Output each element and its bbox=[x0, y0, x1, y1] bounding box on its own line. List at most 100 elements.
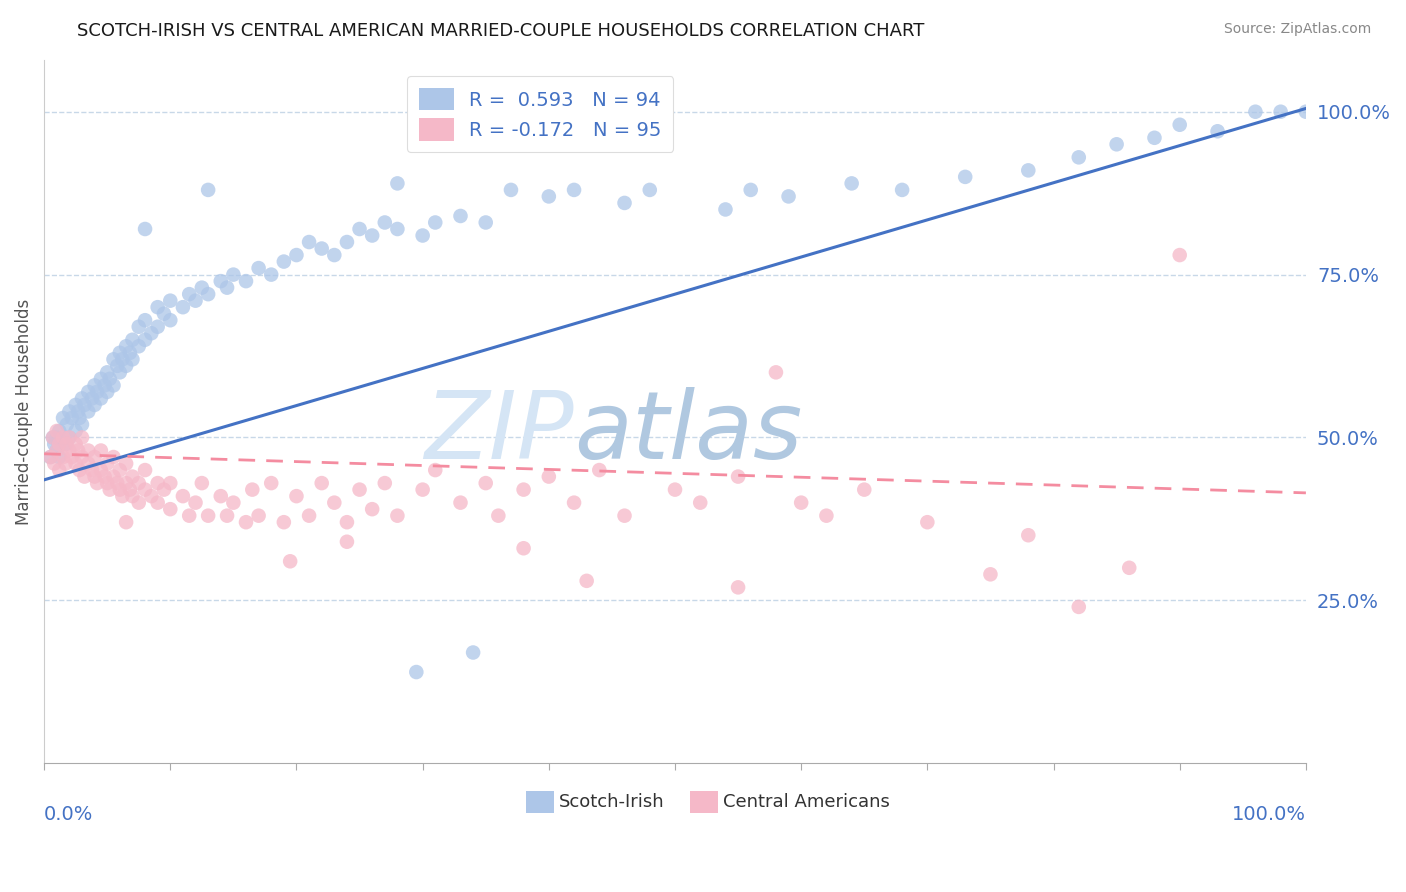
Point bbox=[638, 183, 661, 197]
Point bbox=[285, 489, 308, 503]
Point bbox=[105, 359, 128, 373]
Point bbox=[86, 384, 108, 399]
Point bbox=[486, 508, 509, 523]
Point bbox=[336, 515, 359, 529]
Point bbox=[727, 580, 749, 594]
Point bbox=[80, 392, 103, 406]
Point bbox=[159, 476, 181, 491]
Point bbox=[58, 404, 80, 418]
Point bbox=[247, 508, 270, 523]
Legend: R =  0.593   N = 94, R = -0.172   N = 95: R = 0.593 N = 94, R = -0.172 N = 95 bbox=[408, 77, 673, 153]
Point bbox=[58, 430, 80, 444]
Point bbox=[121, 489, 143, 503]
Point bbox=[77, 443, 100, 458]
Point bbox=[474, 476, 496, 491]
Point bbox=[512, 541, 534, 556]
Point bbox=[77, 384, 100, 399]
Point bbox=[405, 665, 427, 679]
Point bbox=[70, 430, 93, 444]
Point bbox=[52, 430, 75, 444]
Point bbox=[361, 228, 384, 243]
Point bbox=[240, 483, 263, 497]
Point bbox=[425, 463, 447, 477]
Point bbox=[1017, 163, 1039, 178]
Point bbox=[103, 469, 125, 483]
Point bbox=[209, 489, 232, 503]
Point bbox=[39, 450, 62, 464]
Point bbox=[790, 496, 813, 510]
FancyBboxPatch shape bbox=[690, 790, 718, 814]
Text: 100.0%: 100.0% bbox=[1232, 805, 1306, 824]
Point bbox=[105, 476, 128, 491]
Point bbox=[247, 261, 270, 276]
Point bbox=[108, 463, 131, 477]
Point bbox=[953, 169, 976, 184]
Point bbox=[52, 450, 75, 464]
Point bbox=[374, 476, 396, 491]
Point bbox=[115, 339, 138, 353]
Point bbox=[108, 483, 131, 497]
Point bbox=[83, 450, 105, 464]
Point bbox=[285, 248, 308, 262]
Point bbox=[278, 554, 301, 568]
Point bbox=[96, 457, 118, 471]
Point bbox=[69, 463, 91, 477]
Point bbox=[48, 450, 70, 464]
Point bbox=[740, 183, 762, 197]
Point bbox=[146, 319, 169, 334]
Point bbox=[537, 189, 560, 203]
Point bbox=[891, 183, 914, 197]
Point bbox=[141, 489, 163, 503]
Point bbox=[153, 483, 176, 497]
Point bbox=[235, 515, 257, 529]
Point bbox=[93, 469, 115, 483]
Point bbox=[48, 463, 70, 477]
Point bbox=[222, 268, 245, 282]
Point bbox=[499, 183, 522, 197]
Point bbox=[374, 215, 396, 229]
Point bbox=[96, 384, 118, 399]
Point bbox=[273, 515, 295, 529]
Point bbox=[1118, 561, 1140, 575]
Point bbox=[260, 476, 283, 491]
Y-axis label: Married-couple Households: Married-couple Households bbox=[15, 298, 32, 524]
Point bbox=[52, 411, 75, 425]
Point bbox=[153, 307, 176, 321]
Point bbox=[118, 483, 141, 497]
Point bbox=[184, 496, 207, 510]
Point bbox=[52, 430, 75, 444]
Point bbox=[73, 469, 96, 483]
Point bbox=[55, 437, 77, 451]
Point bbox=[336, 534, 359, 549]
Point bbox=[128, 319, 150, 334]
Point bbox=[412, 228, 434, 243]
Point bbox=[361, 502, 384, 516]
Point bbox=[67, 404, 90, 418]
Point bbox=[323, 248, 346, 262]
Point bbox=[979, 567, 1001, 582]
Point bbox=[336, 235, 359, 249]
Point bbox=[83, 398, 105, 412]
Point bbox=[917, 515, 939, 529]
Point bbox=[387, 508, 409, 523]
Point bbox=[90, 443, 112, 458]
Point bbox=[222, 496, 245, 510]
Point bbox=[44, 437, 66, 451]
Point bbox=[115, 476, 138, 491]
Point bbox=[65, 398, 87, 412]
Text: Source: ZipAtlas.com: Source: ZipAtlas.com bbox=[1223, 22, 1371, 37]
Point bbox=[273, 254, 295, 268]
Point bbox=[778, 189, 800, 203]
Point bbox=[562, 496, 585, 510]
Point bbox=[96, 476, 118, 491]
Point bbox=[159, 502, 181, 516]
Point bbox=[121, 333, 143, 347]
Point bbox=[1206, 124, 1229, 138]
Point bbox=[121, 469, 143, 483]
Point bbox=[172, 300, 194, 314]
Text: atlas: atlas bbox=[574, 387, 803, 478]
Point bbox=[103, 352, 125, 367]
Point bbox=[80, 463, 103, 477]
Point bbox=[45, 424, 67, 438]
Text: 0.0%: 0.0% bbox=[44, 805, 93, 824]
